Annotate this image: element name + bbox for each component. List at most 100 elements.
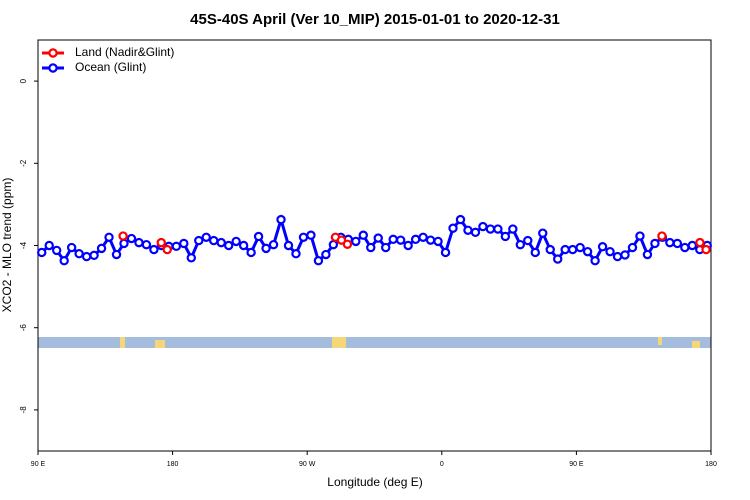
point (701, 244, 711, 255)
point (418, 232, 428, 242)
point (455, 214, 466, 225)
y-axis-label: XCO2 - MLO trend (ppm) (0, 178, 14, 313)
point (336, 235, 347, 245)
point (672, 238, 683, 249)
chart-title: 45S-40S April (Ver 10_MIP) 2015-01-01 to… (190, 11, 560, 28)
point (582, 246, 593, 257)
point (186, 253, 196, 263)
point (620, 250, 630, 260)
legend-marker (48, 48, 58, 58)
point (635, 231, 645, 241)
point (687, 240, 698, 251)
point (134, 237, 144, 248)
point (650, 238, 660, 249)
point (291, 249, 301, 259)
point (298, 232, 309, 242)
point (493, 224, 503, 234)
point (216, 237, 226, 248)
point (508, 224, 518, 234)
point (223, 240, 234, 251)
point (575, 242, 585, 253)
point (201, 232, 211, 242)
point (96, 243, 107, 254)
x-tick-label: 90 W (299, 461, 316, 468)
point (209, 235, 219, 246)
x-tick-label: 180 (167, 461, 179, 468)
point (605, 246, 615, 257)
surface-strip (38, 337, 711, 348)
point (66, 242, 77, 253)
point (126, 233, 137, 244)
point (268, 239, 279, 250)
point (351, 236, 361, 247)
x-tick-label: 0 (440, 461, 444, 468)
point (366, 242, 376, 253)
point (485, 224, 496, 234)
point (51, 245, 62, 256)
point (89, 250, 99, 261)
legend-marker (48, 63, 58, 73)
point (395, 235, 406, 245)
point (553, 254, 563, 264)
point (171, 241, 182, 252)
point (388, 234, 398, 245)
x-tick-label: 90 E (569, 461, 584, 468)
point (381, 242, 391, 253)
point (149, 244, 159, 255)
point (523, 235, 533, 246)
point (642, 249, 653, 260)
point (313, 256, 324, 266)
point (358, 230, 368, 240)
point (238, 240, 249, 251)
point (440, 247, 451, 258)
point (478, 221, 488, 232)
point (104, 232, 114, 242)
point (448, 223, 458, 233)
point (59, 256, 69, 266)
point (261, 243, 271, 254)
point (44, 240, 54, 251)
y-tick-label: -2 (19, 159, 28, 167)
point (567, 244, 578, 255)
point (81, 251, 92, 262)
point (306, 230, 316, 240)
x-axis-label: Longitude (deg E) (327, 475, 422, 489)
point (179, 238, 189, 249)
point (425, 235, 436, 245)
point (597, 242, 608, 252)
point (538, 228, 548, 238)
point (253, 231, 264, 242)
point (590, 256, 600, 266)
point (283, 240, 294, 251)
legend-label: Land (Nadir&Glint) (75, 45, 174, 59)
point (37, 247, 47, 258)
point (118, 231, 128, 241)
point (612, 251, 623, 262)
point (111, 249, 122, 260)
point (695, 237, 705, 248)
point (231, 236, 241, 247)
y-tick-label: -4 (19, 241, 28, 249)
point (321, 249, 331, 260)
point (373, 233, 383, 243)
point (74, 249, 84, 259)
point (410, 234, 421, 245)
x-tick-label: 180 (705, 461, 717, 468)
point (463, 225, 473, 235)
y-tick-label: -8 (19, 406, 28, 414)
point (246, 247, 256, 258)
point (403, 240, 413, 251)
point (194, 235, 204, 246)
y-tick-label: 0 (19, 78, 28, 83)
point (433, 236, 443, 247)
point (470, 227, 481, 238)
point (560, 244, 570, 255)
point (627, 242, 638, 253)
point (680, 242, 690, 253)
point (515, 239, 526, 250)
point (276, 214, 286, 225)
point (342, 239, 353, 249)
point (328, 239, 339, 250)
point (530, 247, 540, 258)
